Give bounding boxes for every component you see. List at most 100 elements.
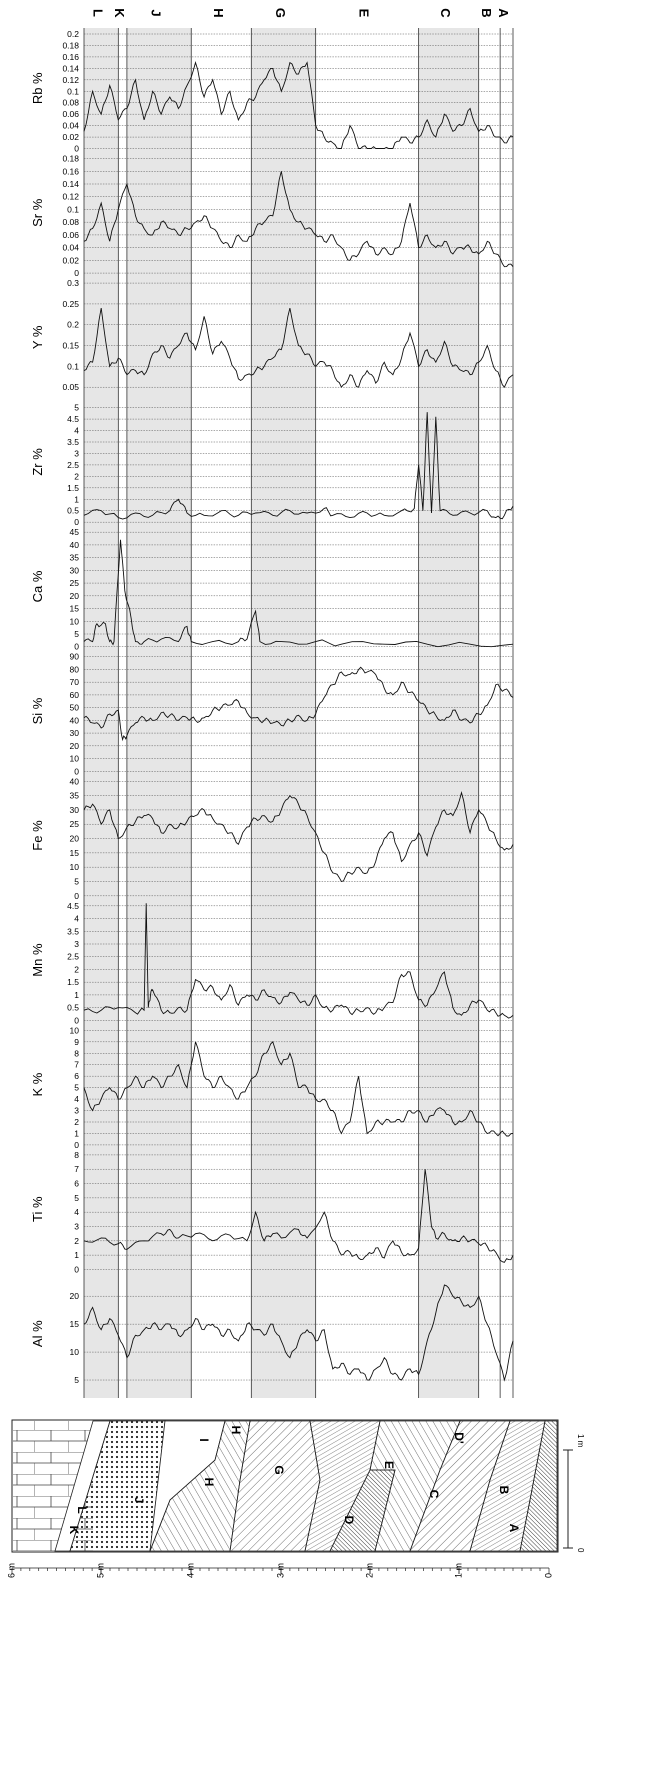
tick-label: 1.5 [67,977,79,987]
unit-label-c: C [438,8,453,18]
tick-label: 0.06 [62,230,79,240]
tick-label: 30 [70,728,80,738]
tick-label: 20 [70,741,80,751]
panel-rb: 0 0.020.04 0.060.08 0.10.12 0.140.16 0.180.2 R… [30,29,514,154]
sketch-label-11: B [497,1486,511,1495]
tick-label: 10 [70,862,80,872]
tick-label: 3 [74,1222,79,1232]
unit-label-a: A [496,8,511,18]
tick-label: 5 [74,877,79,887]
panel-fe: 0 5 10 15 20 25 30 35 40 Fe % [30,776,514,901]
tick-label: 30 [70,805,80,815]
tick-label: 0.15 [62,341,79,351]
tick-label: 0.16 [62,52,79,62]
tick-label: 2 [74,964,79,974]
tick-label: 25 [70,819,80,829]
tick-label: 35 [70,553,80,563]
unit-label-b: B [479,8,494,17]
tick-label: 0 [74,642,79,652]
tick-label: 4 [74,426,79,436]
series-line [83,539,514,648]
scale-label-1m: 1 m [576,1434,585,1448]
tick-label: 0.02 [62,255,79,265]
tick-label: 40 [70,715,80,725]
tick-label: 20 [70,591,80,601]
tick-label: 7 [74,1164,79,1174]
tick-label: 20 [70,1291,80,1301]
tick-label: 0.16 [62,166,79,176]
panel-y: 0.05 0.1 0.15 0.2 0.25 0.3 Y % [30,278,514,392]
tick-label: 2 [74,1117,79,1127]
scale-label-0: 0 [576,1548,585,1553]
tick-label: 0 [74,891,79,901]
tick-label: 50 [70,703,80,713]
unit-label-l: L [91,9,106,17]
tick-label: 0 [74,268,79,278]
series-line [83,903,514,1019]
tick-label: 5 [74,1193,79,1203]
tick-label: 0.5 [67,1003,79,1013]
unit-bands [83,28,514,1398]
series-line [83,666,514,742]
sketch-label-0: L [75,1506,89,1513]
outcrop-sketch: L K J I H H G E D D' C B A 0 1 m [11,1419,585,1553]
tick-label: 10 [70,1025,80,1035]
tick-label: 0.2 [67,29,79,39]
band-j [126,28,192,1398]
panel-ti: 0 1 2 3 4 5 6 7 8 Ti % [30,1150,514,1274]
panel-label: K % [30,1072,45,1096]
tick-label: 0.04 [62,243,79,253]
tick-label: 3.5 [67,926,79,936]
tick-label: 0 [74,1264,79,1274]
tick-label: 20 [70,834,80,844]
panel-label: Y % [30,325,45,349]
tick-label: 0 [74,1015,79,1025]
tick-label: 6 [74,1071,79,1081]
tick-label: 0.18 [62,40,79,50]
panel-label: Si % [30,697,45,724]
depth-label: 5 m [95,1563,105,1578]
panel-label: Sr % [30,198,45,227]
tick-label: 0.12 [62,75,79,85]
tick-label: 70 [70,677,80,687]
tick-label: 0 [74,1140,79,1150]
tick-label: 2 [74,471,79,481]
series-line [83,171,514,268]
tick-label: 60 [70,690,80,700]
series-line [83,1040,514,1137]
tick-label: 10 [70,616,80,626]
depth-label: 6 m [6,1563,16,1578]
sketch-label-7: E [382,1461,396,1469]
tick-label: 4 [74,1207,79,1217]
tick-label: 0.05 [62,382,79,392]
unit-label-e: E [357,9,372,18]
tick-label: 0.5 [67,506,79,516]
tick-label: 0.1 [67,86,79,96]
panel-k: 0 123 45 67 89 10 K % [30,1025,514,1150]
tick-label: 8 [74,1048,79,1058]
tick-label: 4 [74,914,79,924]
tick-label: 4.5 [67,414,79,424]
tick-label: 0.12 [62,192,79,202]
sketch-label-1: K [67,1526,81,1535]
tick-label: 1.5 [67,483,79,493]
tick-label: 0.18 [62,154,79,164]
tick-label: 0.06 [62,109,79,119]
unit-label-g: G [273,8,288,18]
depth-label: 1 m [453,1563,463,1578]
tick-label: 0 [74,144,79,154]
panel-label: Rb % [30,72,45,104]
tick-label: 5 [74,403,79,413]
depth-label: 3 m [275,1563,285,1578]
unit-label-k: K [112,8,127,18]
tick-label: 0.3 [67,278,79,288]
tick-label: 90 [70,652,80,662]
tick-label: 6 [74,1179,79,1189]
tick-label: 0.1 [67,361,79,371]
sketch-label-3: I [197,1438,211,1441]
sketch-unit-a [519,1420,558,1552]
tick-label: 0.25 [62,299,79,309]
panel-ca: 0 5 10 15 20 25 30 35 40 45 Ca % [30,527,514,652]
sketch-scale-bar: 0 1 m [563,1434,585,1553]
tick-label: 15 [70,848,80,858]
